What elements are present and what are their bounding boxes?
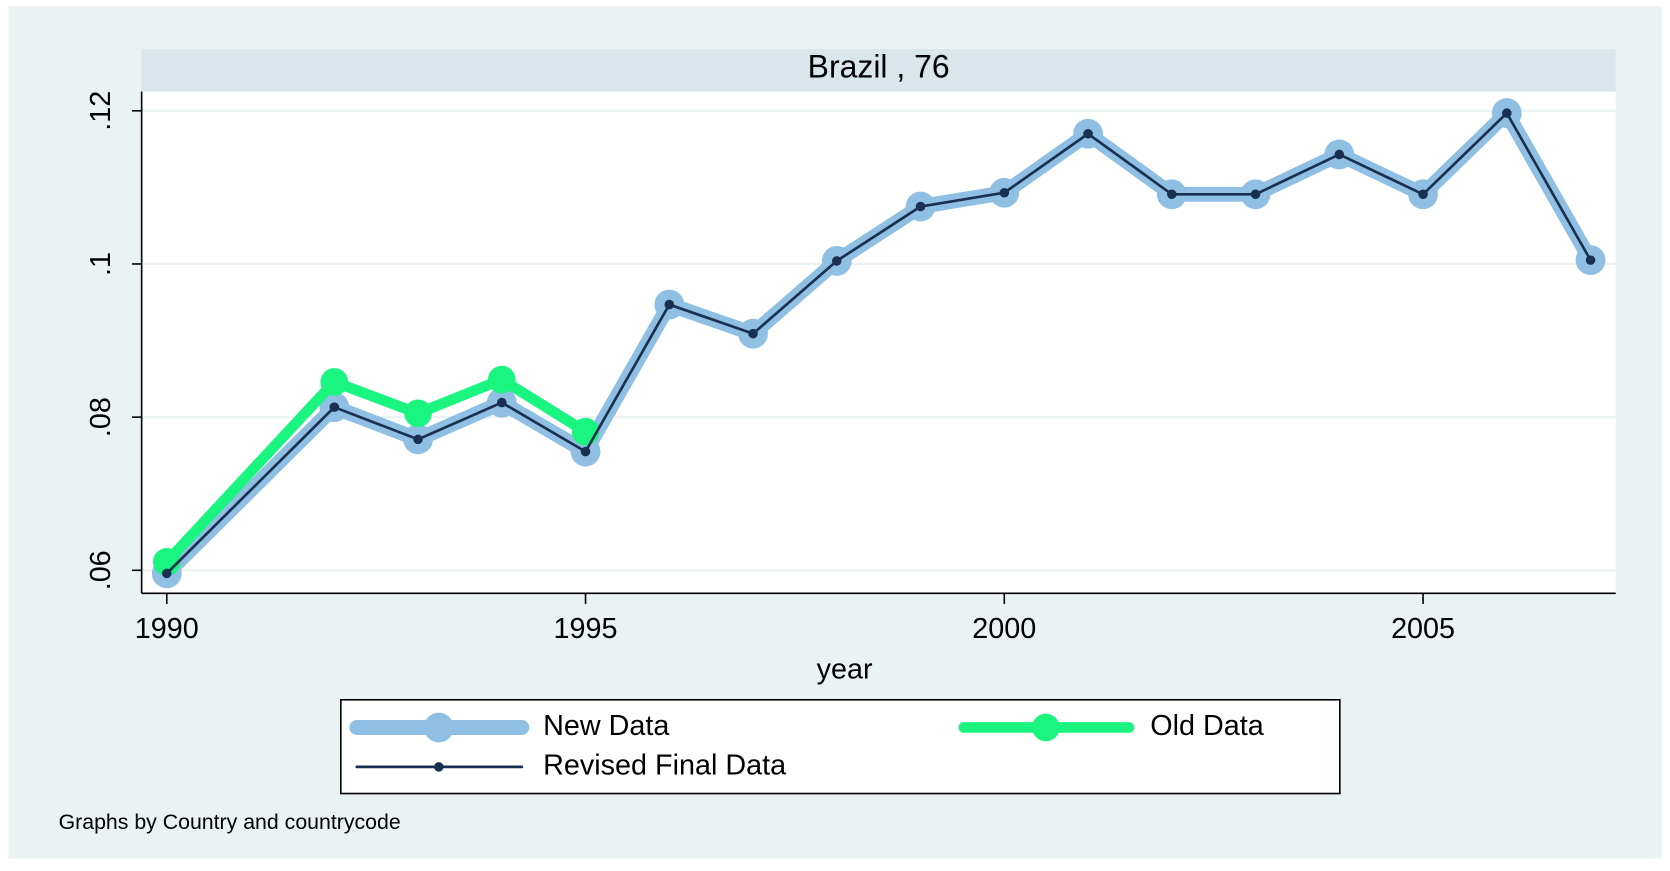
x-tick-label: 2005	[1391, 613, 1455, 645]
note: Graphs by Country and countrycode	[59, 810, 401, 834]
data-point	[152, 548, 181, 576]
data-point	[1334, 149, 1345, 160]
data-point	[999, 187, 1010, 198]
legend-key-marker	[1032, 713, 1060, 742]
legend-label: Revised Final Data	[543, 749, 786, 781]
data-point	[1585, 255, 1596, 265]
x-tick-label: 1995	[554, 613, 618, 645]
data-point	[161, 568, 172, 579]
legend-label: New Data	[543, 710, 669, 742]
data-point	[831, 256, 842, 266]
data-point	[1083, 128, 1093, 139]
legend	[340, 698, 1341, 795]
x-axis-label: year	[817, 654, 873, 686]
y-tick-label: .08	[85, 397, 117, 437]
y-tick-label: .06	[85, 550, 117, 590]
data-point	[664, 299, 675, 310]
data-point	[571, 417, 600, 446]
data-point	[413, 434, 423, 445]
x-tick-label: 1990	[135, 613, 199, 645]
data-point	[320, 368, 349, 396]
y-tick-label: .12	[85, 91, 117, 131]
legend-key-marker	[434, 762, 444, 772]
data-point	[1167, 189, 1177, 200]
data-point	[1502, 108, 1512, 118]
data-point	[748, 328, 758, 339]
x-tick-label: 2000	[972, 613, 1036, 645]
chart-title: Brazil , 76	[808, 49, 950, 85]
legend-label: Old Data	[1150, 710, 1263, 742]
data-point	[404, 399, 432, 428]
data-point	[915, 201, 926, 212]
data-point	[329, 402, 340, 412]
data-point	[580, 446, 591, 457]
legend-key-marker	[423, 712, 454, 743]
y-tick-label: .1	[85, 252, 117, 276]
data-point	[1418, 189, 1428, 200]
plot-area	[141, 91, 1616, 594]
data-point	[1250, 189, 1261, 200]
panel-header	[141, 49, 1616, 92]
data-point	[487, 365, 516, 394]
data-point	[496, 397, 507, 408]
